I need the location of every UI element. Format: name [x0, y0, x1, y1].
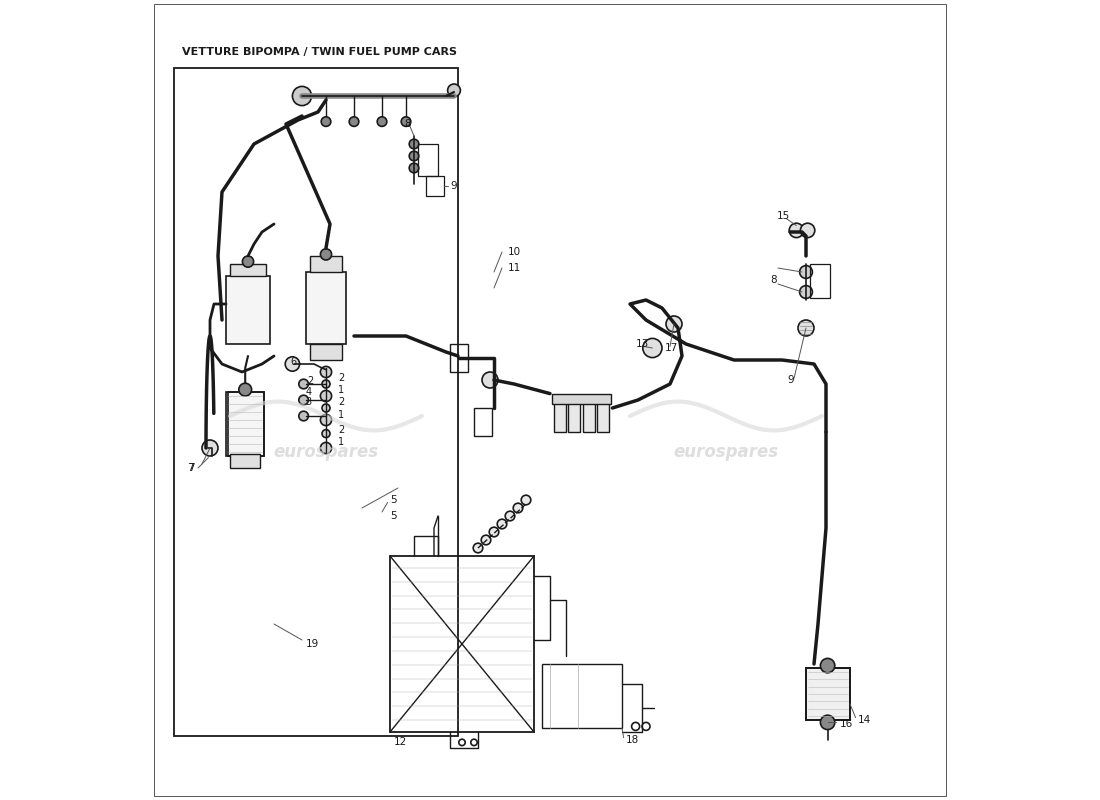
Bar [554, 396, 566, 432]
Text: 18: 18 [626, 735, 639, 745]
Circle shape [666, 316, 682, 332]
Text: eurospares: eurospares [673, 443, 779, 461]
Circle shape [242, 256, 254, 267]
Circle shape [514, 503, 522, 513]
Circle shape [821, 715, 835, 730]
Text: 9: 9 [788, 375, 794, 385]
Text: 2: 2 [338, 398, 344, 407]
Circle shape [642, 338, 662, 358]
Circle shape [202, 440, 218, 456]
Text: 1: 1 [338, 385, 344, 394]
Circle shape [482, 372, 498, 388]
Bar [806, 668, 850, 720]
Text: 2: 2 [338, 373, 344, 382]
Circle shape [481, 535, 491, 545]
Text: 2: 2 [338, 426, 344, 435]
Circle shape [409, 163, 419, 173]
Bar [226, 276, 270, 344]
Circle shape [377, 117, 387, 126]
Circle shape [299, 379, 308, 389]
Bar [310, 344, 342, 360]
Text: 7: 7 [188, 463, 195, 473]
Circle shape [505, 511, 515, 521]
Text: 16: 16 [839, 719, 853, 729]
Bar [310, 256, 342, 272]
Circle shape [349, 117, 359, 126]
Bar [450, 344, 468, 372]
Text: 3: 3 [305, 398, 311, 407]
Circle shape [801, 223, 815, 238]
Bar [552, 394, 611, 404]
Circle shape [239, 383, 252, 396]
Text: 15: 15 [777, 211, 790, 221]
Circle shape [798, 320, 814, 336]
Text: 19: 19 [306, 639, 319, 649]
Text: 7: 7 [188, 463, 195, 473]
Circle shape [320, 414, 331, 426]
Text: 5: 5 [390, 511, 397, 521]
Text: 13: 13 [636, 339, 649, 349]
Circle shape [299, 411, 308, 421]
Circle shape [521, 495, 531, 505]
Circle shape [320, 390, 331, 402]
Bar [306, 272, 346, 344]
Bar [542, 664, 621, 728]
Circle shape [490, 527, 498, 537]
Circle shape [473, 543, 483, 553]
Circle shape [800, 266, 813, 278]
Bar [390, 556, 534, 732]
Circle shape [789, 223, 804, 238]
Bar [228, 392, 264, 456]
Circle shape [402, 117, 410, 126]
Bar [230, 264, 266, 276]
Circle shape [285, 357, 299, 371]
Circle shape [322, 380, 330, 388]
Circle shape [821, 658, 835, 673]
Bar [597, 396, 609, 432]
Text: eurospares: eurospares [274, 443, 378, 461]
Circle shape [409, 139, 419, 149]
Circle shape [320, 366, 331, 378]
Circle shape [320, 442, 331, 454]
Bar [569, 396, 581, 432]
Text: 11: 11 [507, 263, 521, 273]
Text: 8: 8 [405, 119, 411, 129]
Text: 8: 8 [770, 275, 777, 285]
Text: VETTURE BIPOMPA / TWIN FUEL PUMP CARS: VETTURE BIPOMPA / TWIN FUEL PUMP CARS [182, 47, 456, 57]
Bar [174, 68, 458, 736]
Text: 4: 4 [305, 387, 311, 397]
Bar [474, 408, 492, 436]
Text: 1: 1 [338, 410, 344, 420]
Bar [230, 454, 261, 468]
Text: 10: 10 [507, 247, 520, 257]
Text: 5: 5 [390, 495, 397, 505]
Circle shape [409, 151, 419, 161]
Circle shape [293, 86, 311, 106]
Bar [426, 176, 443, 196]
Circle shape [322, 404, 330, 412]
Bar [810, 264, 830, 298]
Circle shape [299, 395, 308, 405]
Circle shape [800, 286, 813, 298]
Text: 17: 17 [664, 343, 678, 353]
Text: 9: 9 [450, 181, 456, 190]
Bar [806, 668, 850, 720]
Circle shape [320, 249, 331, 260]
Text: 6: 6 [290, 357, 296, 366]
Circle shape [497, 519, 507, 529]
Circle shape [322, 430, 330, 438]
Text: 2: 2 [308, 376, 314, 386]
Bar [418, 144, 438, 176]
Circle shape [321, 117, 331, 126]
Bar [226, 392, 264, 456]
Text: 14: 14 [858, 715, 871, 725]
Bar [583, 396, 595, 432]
Text: 1: 1 [338, 438, 344, 447]
Circle shape [448, 84, 461, 97]
Text: 12: 12 [394, 738, 407, 747]
